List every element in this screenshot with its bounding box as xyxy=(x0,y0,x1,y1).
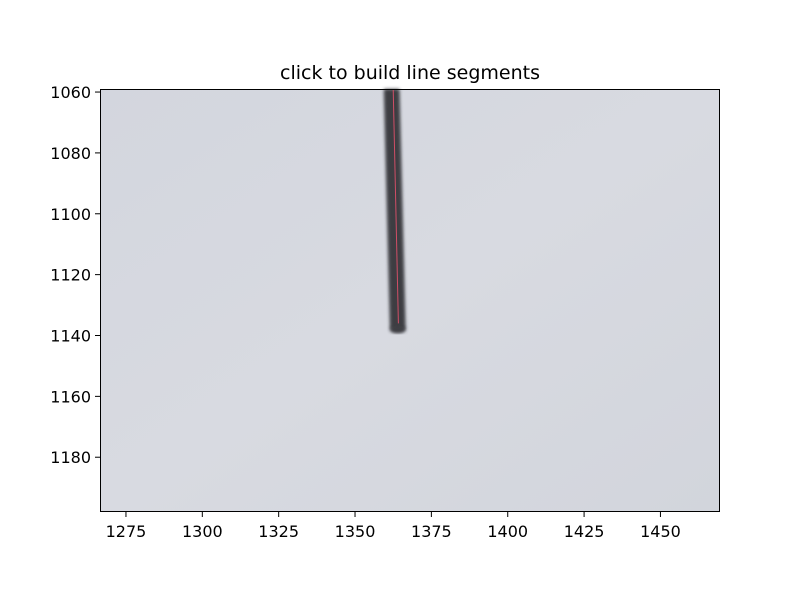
image-stroke xyxy=(384,89,406,330)
image-stroke-end xyxy=(390,325,406,334)
x-tick-label: 1425 xyxy=(564,522,605,541)
x-axis: 1275 1300 1325 1350 1375 1400 1425 1450 xyxy=(106,512,681,541)
y-tick-label: 1180 xyxy=(50,448,91,467)
x-tick-label: 1300 xyxy=(182,522,223,541)
y-tick-label: 1080 xyxy=(50,144,91,163)
x-tick-label: 1375 xyxy=(411,522,452,541)
image-background xyxy=(100,89,720,512)
x-tick-label: 1400 xyxy=(487,522,528,541)
plot-area[interactable] xyxy=(100,88,720,512)
x-tick-label: 1450 xyxy=(640,522,681,541)
y-tick-label: 1100 xyxy=(50,205,91,224)
y-tick-label: 1120 xyxy=(50,266,91,285)
line-segment[interactable] xyxy=(392,88,399,324)
axes-frame xyxy=(100,89,720,512)
x-tick-label: 1275 xyxy=(106,522,147,541)
y-axis: 1060 1080 1100 1120 1140 1160 1180 xyxy=(50,83,100,467)
y-tick-label: 1060 xyxy=(50,83,91,102)
x-tick-label: 1350 xyxy=(335,522,376,541)
y-tick-label: 1140 xyxy=(50,326,91,345)
chart-title: click to build line segments xyxy=(280,62,540,84)
y-tick-label: 1160 xyxy=(50,387,91,406)
x-tick-label: 1325 xyxy=(258,522,299,541)
